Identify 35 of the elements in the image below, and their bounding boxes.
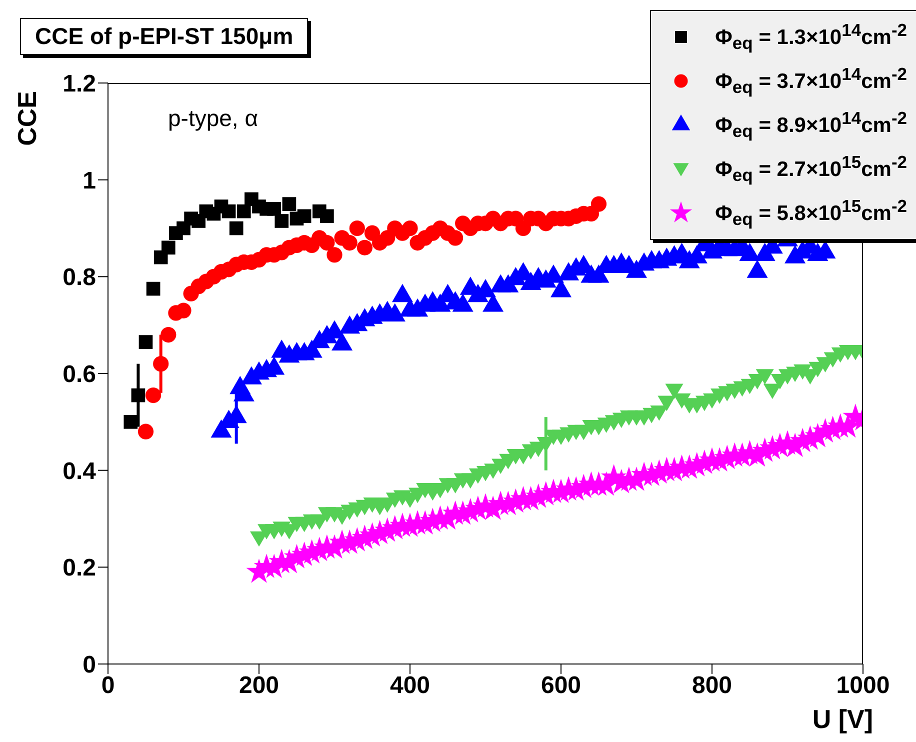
legend-label: Φ$_{eq}$ = 1.3×10$^{14}$cm$^{-2}$ (715, 20, 907, 54)
legend-label: Φ$_{eq}$ = 8.9×10$^{14}$cm$^{-2}$ (715, 108, 907, 142)
y-tick-label: 0.6 (62, 361, 96, 388)
x-tick-label: 600 (540, 672, 582, 700)
legend-label: Φ$_{eq}$ = 3.7×10$^{14}$cm$^{-2}$ (715, 64, 907, 98)
x-tick-label: 800 (692, 672, 732, 700)
y-tick-label: 0.4 (62, 458, 97, 485)
y-axis-title: CCE (12, 91, 43, 146)
y-tick-label: 0.8 (62, 264, 96, 292)
x-tick-label: 400 (390, 672, 430, 700)
point (297, 209, 312, 224)
point (320, 209, 334, 224)
point (236, 204, 251, 218)
x-tick-label: 1000 (836, 672, 890, 700)
point (138, 335, 153, 349)
y-tick-label: 1 (82, 167, 96, 194)
legend-label: Φ$_{eq}$ = 2.7×10$^{15}$cm$^{-2}$ (715, 152, 907, 186)
annotation: p-type, α (168, 105, 258, 132)
legend-label: Φ$_{eq}$ = 5.8×10$^{15}$cm$^{-2}$ (715, 196, 907, 230)
point (267, 202, 282, 216)
point (282, 197, 296, 211)
point (124, 415, 138, 429)
point (222, 204, 236, 218)
point (161, 240, 176, 255)
x-tick-label: 0 (101, 672, 115, 700)
x-axis-title: U [V] (812, 704, 873, 735)
point (131, 388, 146, 402)
point (229, 221, 244, 236)
y-tick-label: 0 (82, 652, 96, 679)
y-tick-label: 1.2 (62, 70, 96, 98)
x-tick-label: 200 (238, 672, 280, 700)
chart-title: CCE of p-EPI-ST 150μm (20, 18, 308, 55)
point (146, 282, 160, 296)
y-tick-label: 0.2 (62, 554, 96, 582)
point (274, 214, 289, 228)
